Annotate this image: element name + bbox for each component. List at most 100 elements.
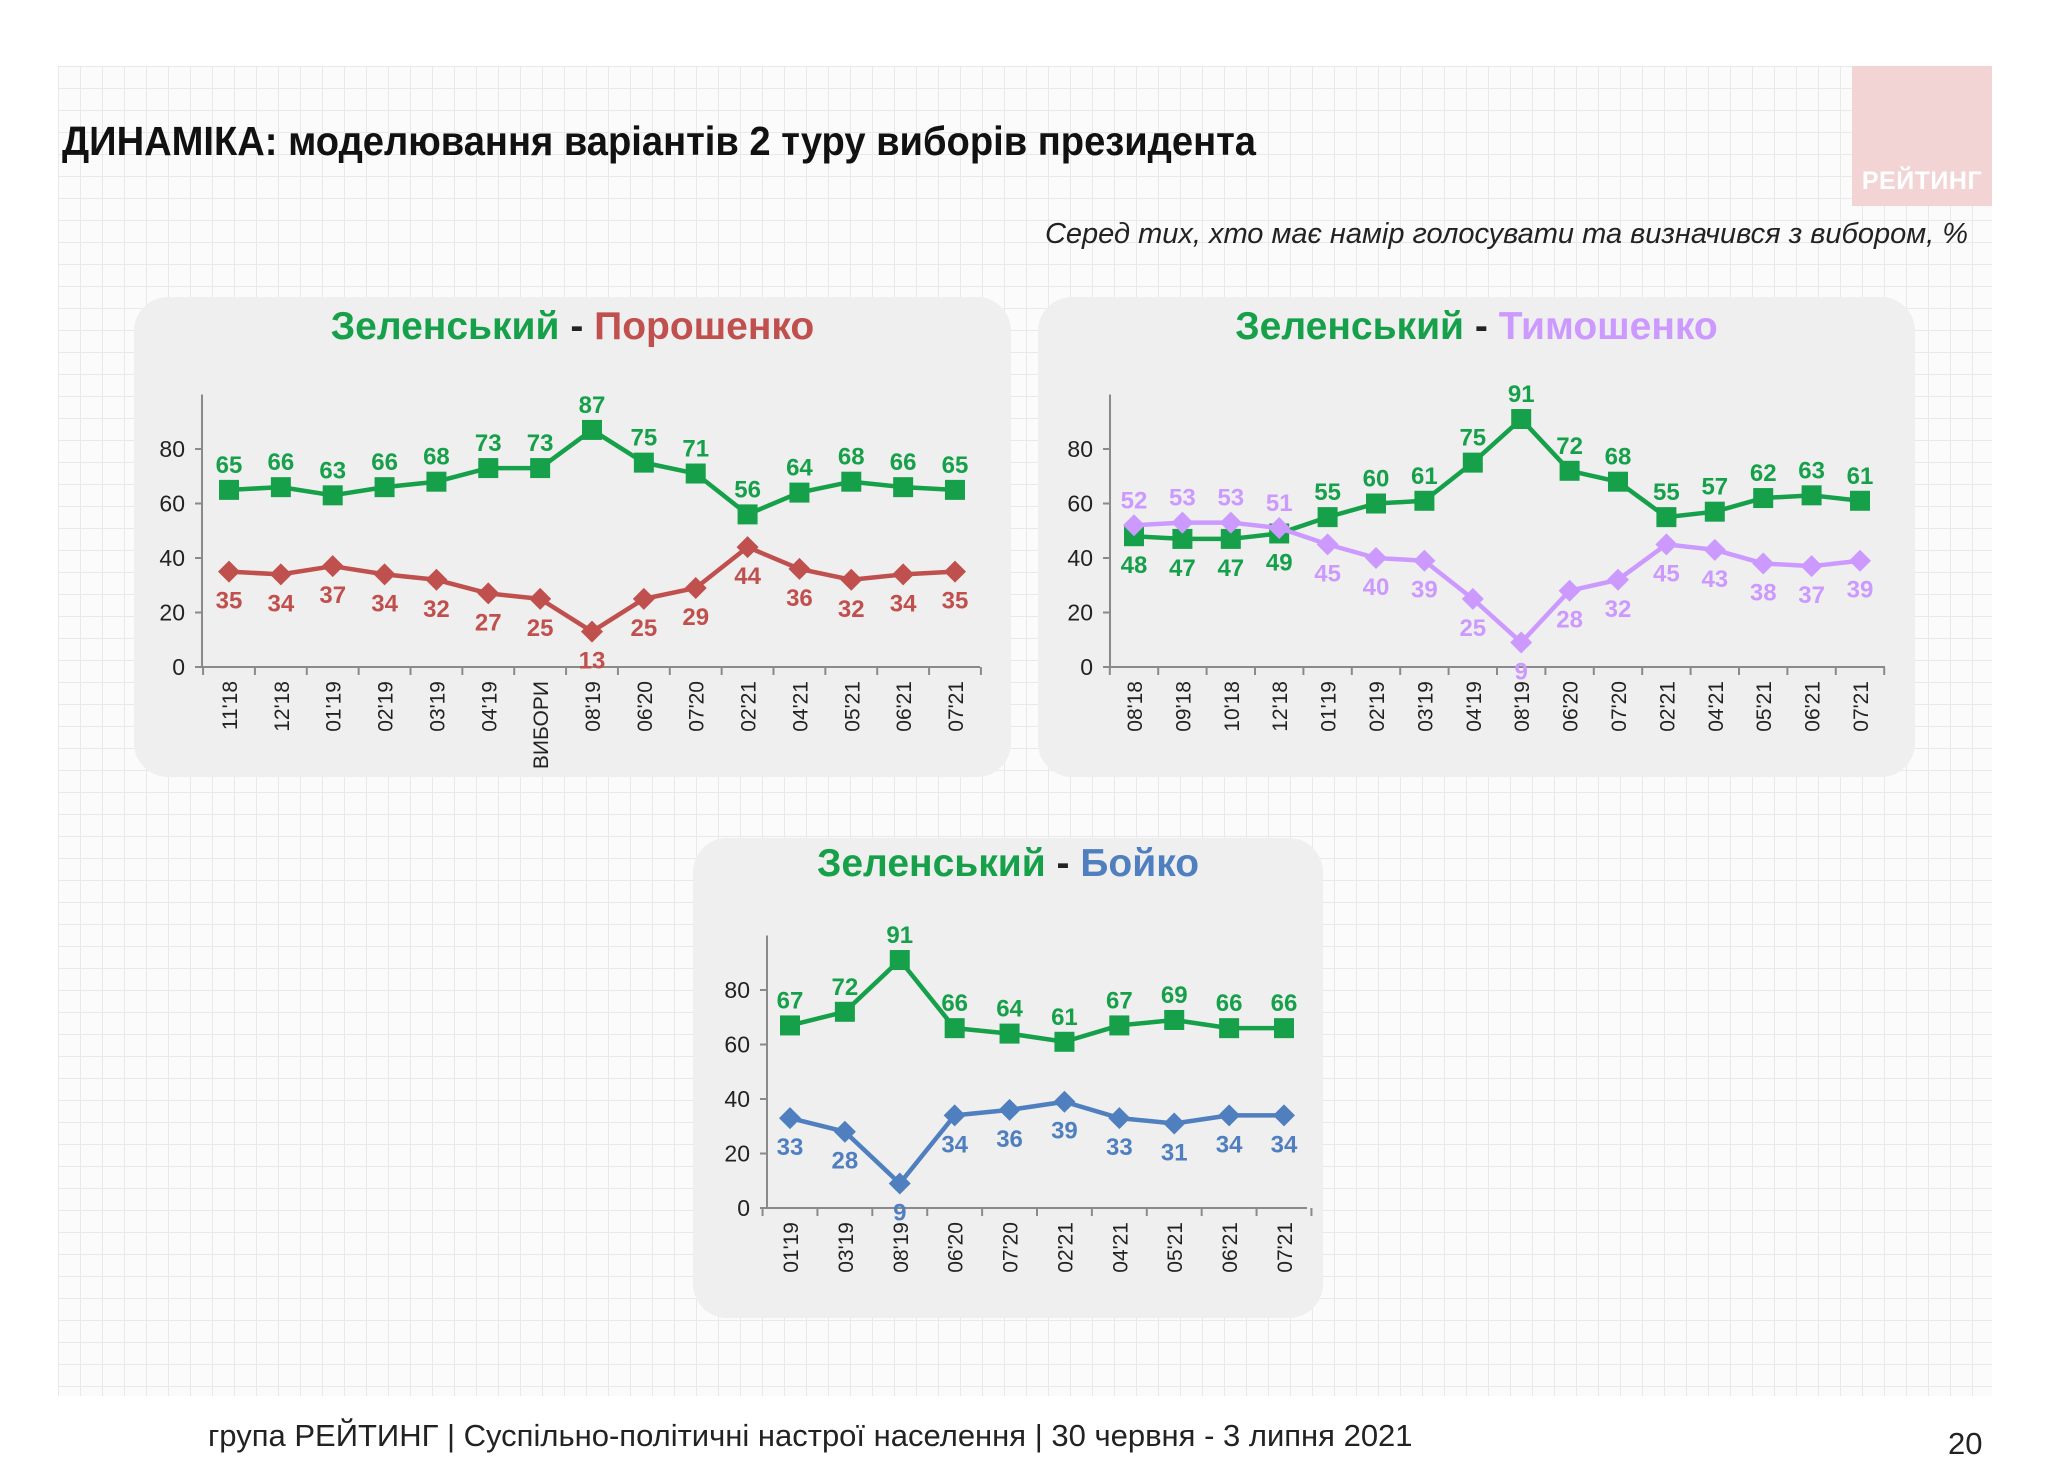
data-point-square [1656, 507, 1677, 528]
chart-panel-zelensky-poroshenko: Зеленський - Порошенко 0 20 40 60 80 11'18 12'… [134, 297, 1011, 777]
series-line [1133, 520, 1861, 645]
data-point-square [1414, 490, 1435, 511]
data-point-diamond [477, 582, 500, 605]
x-tick-label: 09'18 [1172, 681, 1195, 732]
chart-panel-zelensky-boyko: Зеленський - Бойко 0 20 40 60 80 01'19 03'19 08… [693, 838, 1323, 1318]
logo-text: РЕЙТИНГ [1861, 167, 1983, 195]
data-point-square [945, 479, 965, 500]
data-label: 68 [838, 444, 865, 471]
data-label: 55 [1653, 479, 1680, 506]
data-point-square [893, 477, 914, 498]
data-point-diamond [1558, 579, 1581, 602]
data-point-square [1753, 488, 1774, 509]
data-label: 65 [942, 452, 969, 479]
data-point-square [1054, 1031, 1075, 1052]
x-tick-label: 07'21 [1274, 1222, 1297, 1273]
data-label: 72 [832, 974, 859, 1001]
data-label: 39 [1051, 1118, 1078, 1145]
data-label: 72 [1556, 433, 1583, 460]
data-label: 36 [786, 585, 813, 612]
data-point-square [1511, 409, 1532, 430]
chart-title: Зеленський - Бойко [693, 842, 1323, 886]
data-point-square [478, 458, 499, 479]
data-point-square [889, 950, 910, 971]
line-chart-zelensky-boyko: 0 20 40 60 80 01'19 03'19 08'19 06'20 07'20 02'21 0… [724, 922, 1313, 1273]
data-label: 87 [579, 392, 606, 419]
data-point-square [1462, 452, 1483, 473]
data-label: 55 [1314, 479, 1341, 506]
data-label: 33 [1106, 1134, 1133, 1161]
x-tick-label: 07'21 [1850, 681, 1873, 732]
data-point-diamond [425, 568, 448, 591]
x-tick-label: ВИБОРИ [530, 681, 553, 769]
data-point-diamond [1053, 1090, 1076, 1113]
data-label: 61 [1051, 1004, 1078, 1031]
x-tick-label: 12'18 [271, 681, 294, 732]
data-label: 53 [1217, 485, 1244, 512]
data-point-diamond [581, 620, 603, 643]
series-line [789, 957, 1284, 1045]
data-point-square [426, 471, 447, 492]
data-point-square [219, 479, 239, 500]
page-number: 20 [1948, 1426, 1983, 1461]
data-label: 64 [786, 455, 813, 482]
data-point-square [944, 1018, 965, 1039]
x-tick-label: 04'19 [1463, 681, 1486, 732]
data-point-diamond [1752, 552, 1775, 575]
y-tick-label: 0 [172, 654, 185, 680]
data-label: 37 [1798, 582, 1825, 609]
data-label: 66 [371, 449, 398, 476]
data-label: 34 [268, 590, 295, 617]
x-tick-label: 07'20 [1608, 681, 1631, 732]
data-label: 66 [1271, 990, 1298, 1017]
data-point-square [1220, 528, 1241, 549]
data-label: 34 [941, 1131, 968, 1158]
x-tick-label: 02'19 [375, 681, 398, 732]
data-point-diamond [779, 1107, 801, 1130]
data-label: 25 [527, 615, 554, 642]
data-label: 34 [371, 590, 398, 617]
x-tick-label: 01'19 [323, 681, 346, 732]
data-point-square [1850, 490, 1870, 511]
x-tick-label: 02'21 [1656, 681, 1679, 732]
data-label: 73 [527, 430, 554, 457]
chart-title-poroshenko: Порошенко [594, 305, 815, 348]
data-label: 45 [1314, 560, 1341, 587]
data-point-diamond [788, 557, 811, 580]
data-label: 37 [319, 582, 346, 609]
data-label: 33 [777, 1134, 804, 1161]
x-tick-label: 06'21 [893, 681, 916, 732]
data-point-diamond [1461, 587, 1484, 610]
series-line [789, 1099, 1284, 1186]
y-tick-label: 60 [1067, 491, 1093, 517]
chart-title: Зеленський - Порошенко [134, 305, 1011, 349]
data-label: 28 [1556, 607, 1583, 634]
data-label: 61 [1411, 463, 1438, 490]
chart-title-zelensky: Зеленський [1235, 305, 1465, 348]
x-tick-label: 02'19 [1366, 681, 1389, 732]
data-point-square [999, 1023, 1020, 1044]
x-tick-label: 01'19 [1318, 681, 1341, 732]
x-tick-label: 12'18 [1269, 681, 1292, 732]
data-label: 57 [1701, 474, 1728, 501]
data-label: 43 [1701, 566, 1728, 593]
data-label: 56 [734, 476, 761, 503]
data-point-square [789, 482, 810, 503]
data-label: 69 [1161, 982, 1188, 1009]
x-tick-label: 08'18 [1124, 681, 1147, 732]
x-tick-label: 11'18 [219, 681, 242, 730]
x-tick-label: 06'20 [945, 1222, 968, 1273]
x-tick-label: 08'19 [890, 1222, 913, 1273]
data-label: 64 [996, 996, 1023, 1023]
y-tick-label: 40 [159, 545, 185, 571]
data-label: 47 [1169, 555, 1196, 582]
y-tick-label: 40 [724, 1086, 750, 1112]
data-point-square [1109, 1015, 1130, 1036]
data-label: 39 [1847, 577, 1874, 604]
data-point-diamond [321, 555, 344, 578]
y-tick-label: 40 [1067, 545, 1093, 571]
chart-panel-zelensky-tymoshenko: Зеленський - Тимошенко 0 20 40 60 80 08'18 09'… [1038, 297, 1915, 777]
data-point-diamond [888, 1172, 911, 1195]
data-label: 49 [1266, 549, 1293, 576]
data-point-diamond [373, 563, 396, 586]
